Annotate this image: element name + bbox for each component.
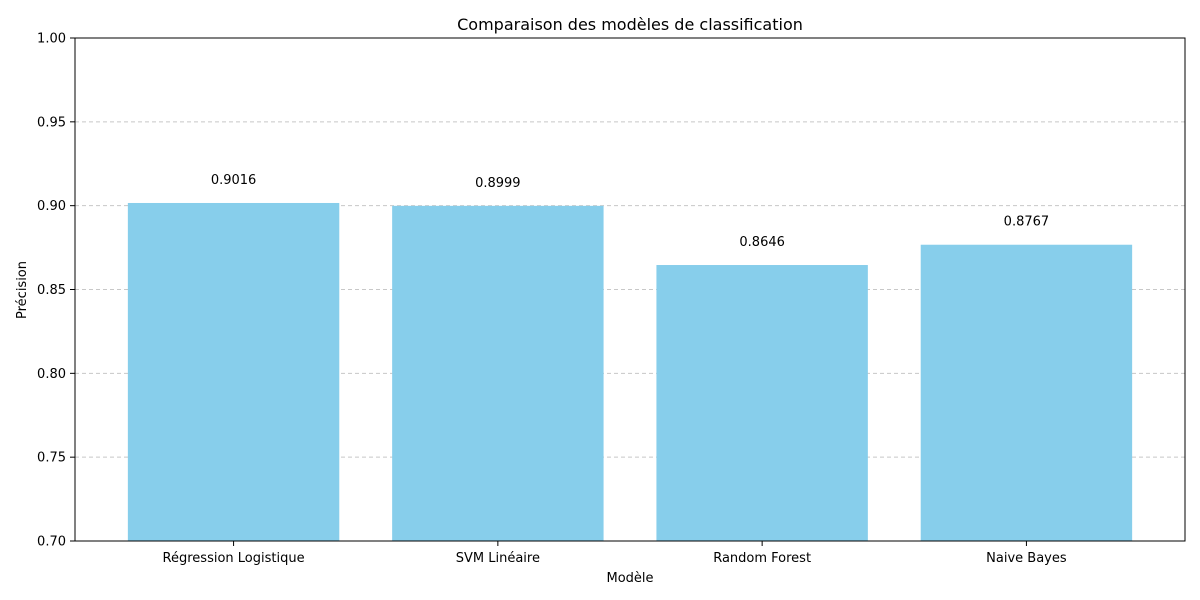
x-tick-label: Régression Logistique [163,551,305,566]
bar [920,244,1133,541]
x-axis-ticks: Régression Logistique SVM Linéaire Random … [163,541,1067,566]
x-tick-label: SVM Linéaire [456,551,540,566]
data-labels: 0.9016 0.8999 0.8646 0.8767 [211,173,1049,250]
bars [127,202,1133,541]
y-tick-label: 0.75 [37,451,66,466]
y-tick-label: 0.95 [37,115,66,130]
y-tick-label: 0.70 [37,535,66,550]
y-tick-label: 0.80 [37,367,66,382]
bar-value-label: 0.9016 [211,173,257,188]
bar-value-label: 0.8999 [475,176,521,191]
x-tick-label: Random Forest [713,551,811,566]
y-tick-label: 0.85 [37,283,66,298]
bar [392,205,604,541]
y-tick-label: 1.00 [37,32,66,47]
bar [656,265,868,541]
bar-value-label: 0.8646 [739,235,785,250]
bar-value-label: 0.8767 [1004,215,1050,230]
bar [127,202,340,541]
y-tick-label: 0.90 [37,199,66,214]
x-tick-label: Naive Bayes [986,551,1067,566]
x-axis-label: Modèle [606,571,653,586]
y-axis-ticks: 0.70 0.75 0.80 0.85 0.90 0.95 1.00 [37,32,75,550]
y-axis-label: Précision [15,261,30,319]
chart-title: Comparaison des modèles de classificatio… [457,15,803,34]
